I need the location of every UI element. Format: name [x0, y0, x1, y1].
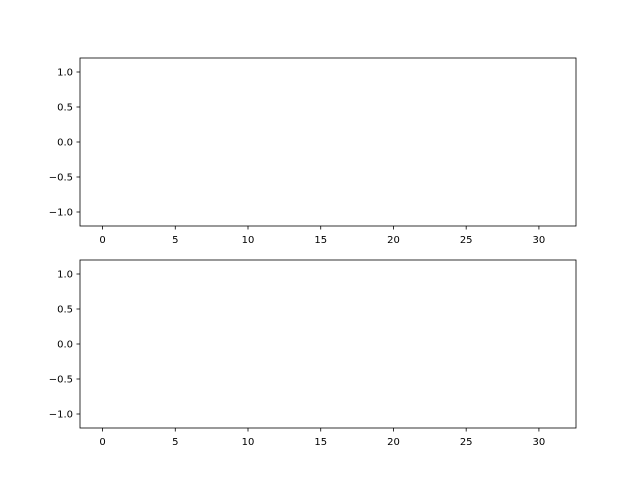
y-tick-label: −1.0 [49, 208, 73, 219]
axes-frame [79, 57, 577, 227]
axes-1: 0 5 10 15 20 25 30 −1.0 −0.5 0.0 0.5 1.0 [49, 57, 577, 246]
x-tick-label: 0 [99, 437, 105, 448]
y-tick-label: 0.0 [57, 340, 73, 351]
x-tick-label: 10 [242, 235, 255, 246]
x-tick-label: 0 [99, 235, 105, 246]
axes-frame [79, 259, 577, 429]
y-tick-label: −1.0 [49, 410, 73, 421]
x-tick-label: 5 [172, 437, 178, 448]
axes-2: 0 5 10 15 20 25 30 −1.0 −0.5 0.0 0.5 1.0 [49, 259, 577, 448]
y-tick-label: 1.0 [57, 270, 73, 281]
y-tick-label: 1.0 [57, 68, 73, 79]
x-tick-label: 30 [533, 437, 546, 448]
y-tick-label: −0.5 [49, 173, 73, 184]
y-tick-label: −0.5 [49, 375, 73, 386]
y-tick-label: 0.5 [57, 305, 73, 316]
x-tick-label: 15 [314, 235, 327, 246]
x-tick-label: 20 [387, 235, 400, 246]
x-tick-label: 10 [242, 437, 255, 448]
y-tick-label: 0.0 [57, 138, 73, 149]
x-tick-label: 25 [460, 235, 473, 246]
y-tick-label: 0.5 [57, 103, 73, 114]
x-tick-label: 20 [387, 437, 400, 448]
x-tick-label: 25 [460, 437, 473, 448]
x-tick-label: 15 [314, 437, 327, 448]
x-tick-label: 30 [533, 235, 546, 246]
x-tick-label: 5 [172, 235, 178, 246]
